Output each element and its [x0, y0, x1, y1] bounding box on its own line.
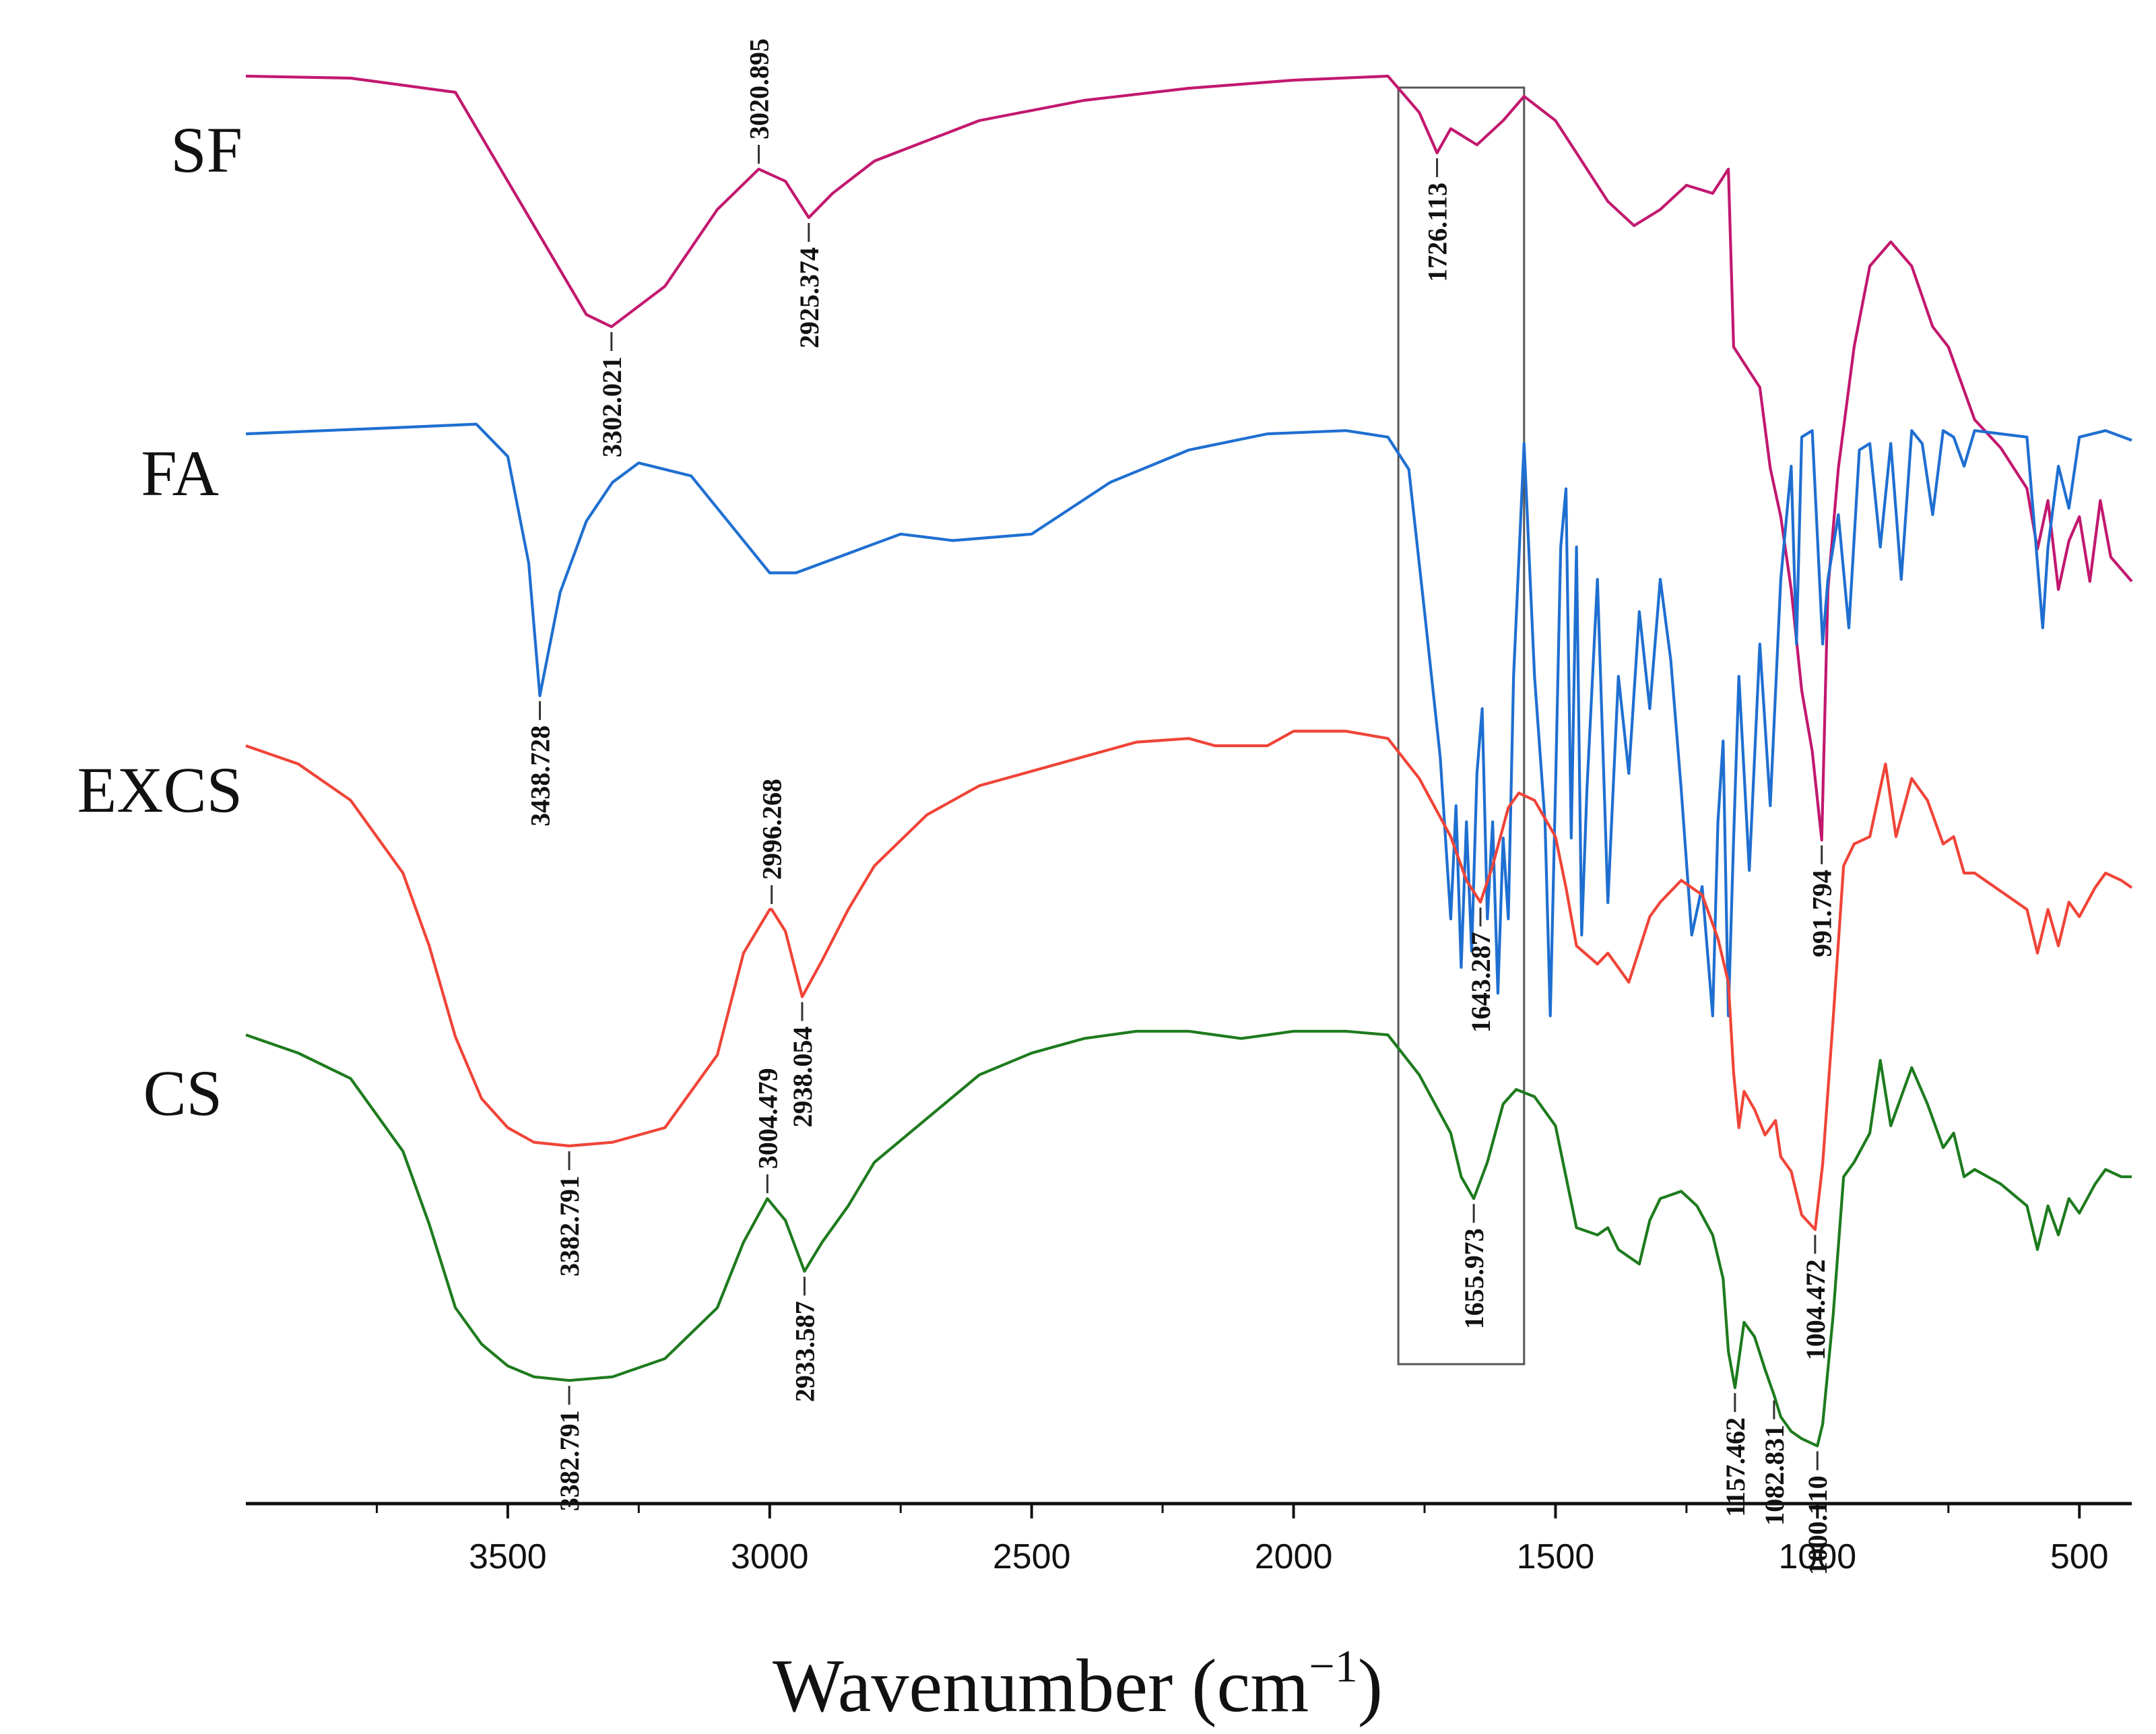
x-axis: 3500 3000 2500 2000 1500 1000 500	[246, 1502, 2132, 1576]
peak-label: 3438.728	[525, 726, 556, 827]
peak-label: 1157.462	[1720, 1417, 1751, 1517]
x-tick-label: 2000	[1255, 1537, 1333, 1576]
x-axis-title-sup: −1	[1309, 1640, 1357, 1692]
peak-label: 1726.113	[1423, 183, 1453, 282]
series-line-excs	[245, 730, 2133, 1231]
peak-label: 1004.472	[1800, 1259, 1831, 1360]
peak-label: 1643.287	[1466, 932, 1496, 1033]
series-label-sf: SF	[170, 114, 242, 186]
peak-label: 2996.268	[757, 779, 787, 880]
series-excs: EXCS 3382.791 2996.268 2938.054 1643.287 1004…	[77, 730, 2133, 1360]
series-label-excs: EXCS	[77, 754, 242, 826]
x-tick-label: 1500	[1517, 1537, 1595, 1576]
peak-label: 2938.054	[787, 1027, 818, 1128]
peak-label: 1082.831	[1759, 1425, 1790, 1526]
highlight-box-layer	[1397, 86, 1526, 1366]
x-axis-title: Wavenumber (cm−1)	[773, 1640, 1383, 1728]
peak-label: 2933.587	[789, 1301, 820, 1402]
peak-label: 3382.791	[554, 1410, 585, 1511]
series-cs: CS 3382.791 3004.479 2933.587 1655.973 1157.4…	[143, 1029, 2132, 1575]
peak-label: 3302.021	[597, 356, 627, 457]
series-line-cs	[245, 1029, 2132, 1448]
x-tick-label: 3000	[731, 1537, 809, 1576]
peak-label: 991.794	[1807, 870, 1837, 957]
peak-label: 3004.479	[752, 1068, 783, 1169]
x-tick-label: 500	[2050, 1537, 2109, 1576]
series-line-sf	[245, 74, 2133, 842]
x-axis-title-main: Wavenumber (cm	[773, 1644, 1309, 1728]
peak-label: 3382.791	[554, 1176, 585, 1277]
peak-label: 1000.110	[1802, 1475, 1833, 1575]
peak-label: 2925.374	[794, 247, 824, 348]
x-tick-label: 1000	[1778, 1537, 1856, 1576]
series-fa: FA 3438.728	[141, 422, 2132, 1018]
highlight-box	[1397, 86, 1526, 1366]
peak-label: 1655.973	[1459, 1228, 1489, 1329]
series-label-fa: FA	[141, 437, 219, 509]
series-sf: SF 3302.021 3020.895 2925.374 1726.113 991.79…	[170, 38, 2133, 957]
peak-label: 3020.895	[744, 38, 775, 139]
series-layer: SF 3302.021 3020.895 2925.374 1726.113 991.79…	[77, 38, 2133, 1575]
x-tick-label: 3500	[469, 1537, 547, 1576]
x-axis-title-close: )	[1358, 1644, 1383, 1728]
x-tick-label: 2500	[993, 1537, 1071, 1576]
series-label-cs: CS	[143, 1057, 222, 1129]
series-line-fa	[245, 422, 2132, 1018]
